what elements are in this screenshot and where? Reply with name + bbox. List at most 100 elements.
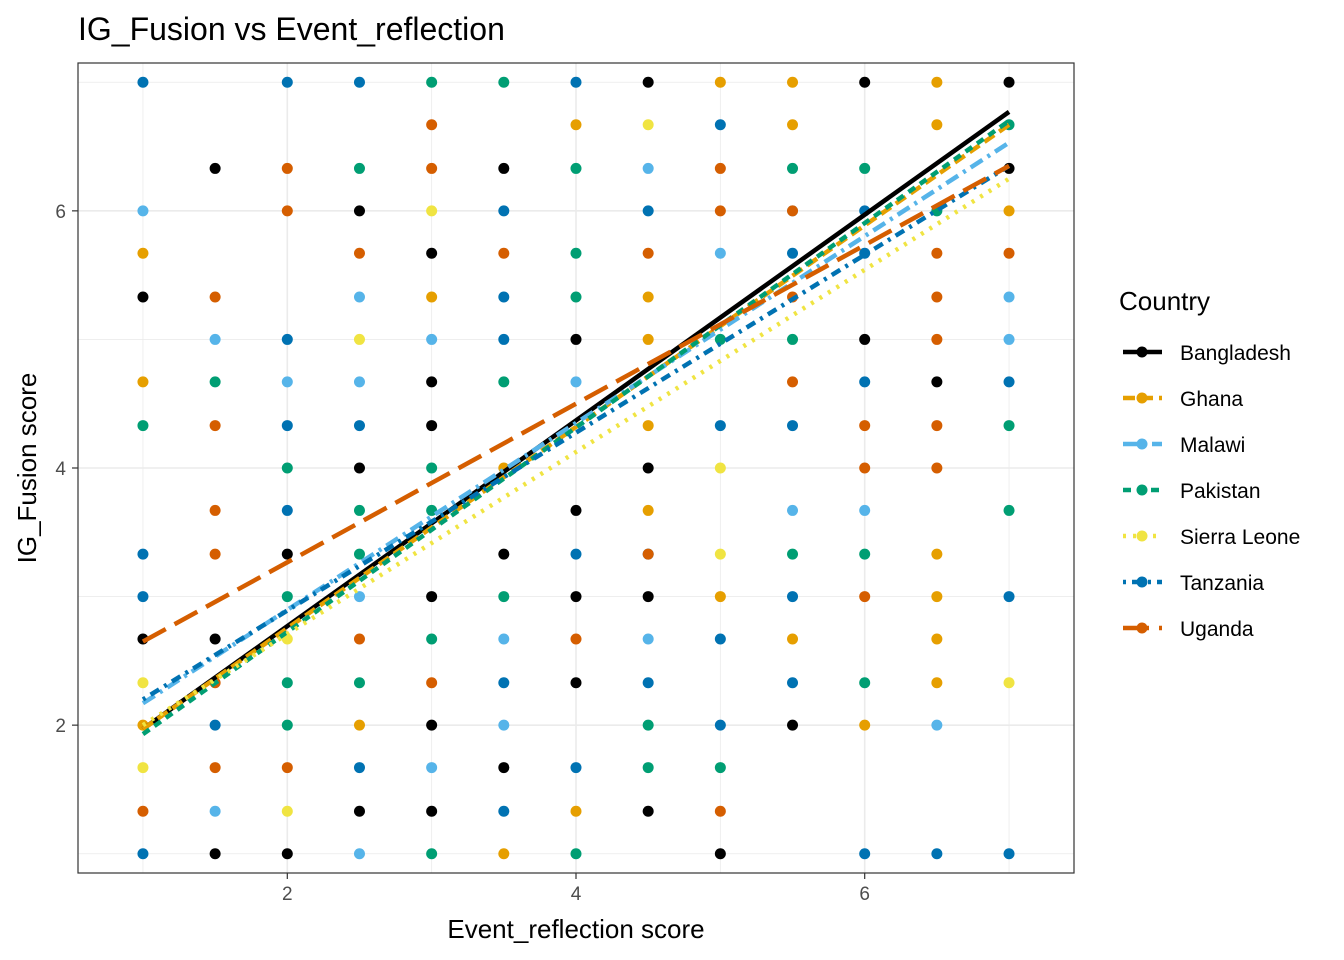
legend-label: Ghana xyxy=(1180,388,1243,411)
data-point xyxy=(787,76,799,88)
data-point xyxy=(931,677,943,689)
legend-label: Pakistan xyxy=(1180,480,1261,503)
legend-key-dot xyxy=(1136,530,1148,542)
data-point xyxy=(137,762,149,774)
data-point xyxy=(1003,420,1015,432)
data-point xyxy=(642,76,654,88)
data-point xyxy=(209,633,221,645)
data-point xyxy=(714,719,726,731)
data-point xyxy=(859,162,871,174)
data-point xyxy=(281,719,293,731)
data-point xyxy=(787,333,799,345)
fit-line xyxy=(141,140,1011,706)
legend-label: Malawi xyxy=(1180,434,1245,457)
data-point xyxy=(1003,291,1015,303)
data-point xyxy=(281,762,293,774)
data-point xyxy=(209,805,221,817)
data-point xyxy=(353,504,365,516)
data-point xyxy=(353,247,365,259)
data-point xyxy=(642,633,654,645)
data-point xyxy=(426,119,438,131)
chart-title: IG_Fusion vs Event_reflection xyxy=(78,11,505,47)
fit-line xyxy=(141,163,1011,644)
data-point xyxy=(931,548,943,560)
data-point xyxy=(281,677,293,689)
legend: Country Bangladesh Ghana Malawi Pakistan Sie… xyxy=(1119,286,1300,641)
data-point xyxy=(570,591,582,603)
data-point xyxy=(859,719,871,731)
data-point xyxy=(570,162,582,174)
fit-line xyxy=(141,122,1011,731)
data-point xyxy=(1003,247,1015,259)
grid xyxy=(78,63,1074,873)
data-point xyxy=(642,504,654,516)
data-point xyxy=(570,376,582,388)
data-point xyxy=(498,848,510,860)
data-point xyxy=(281,462,293,474)
data-point xyxy=(570,805,582,817)
fit-line xyxy=(141,110,1011,731)
data-point xyxy=(137,848,149,860)
data-point xyxy=(859,677,871,689)
data-point xyxy=(426,677,438,689)
data-point xyxy=(498,247,510,259)
data-point xyxy=(859,376,871,388)
data-point xyxy=(498,548,510,560)
data-point xyxy=(137,376,149,388)
data-point xyxy=(281,333,293,345)
x-tick-label: 2 xyxy=(282,884,293,905)
data-point xyxy=(137,591,149,603)
data-point xyxy=(714,420,726,432)
data-point xyxy=(353,291,365,303)
data-point xyxy=(714,848,726,860)
data-point xyxy=(281,376,293,388)
data-point xyxy=(642,548,654,560)
data-point xyxy=(353,462,365,474)
data-points xyxy=(137,76,1015,860)
data-point xyxy=(1003,591,1015,603)
data-point xyxy=(570,677,582,689)
data-point xyxy=(859,420,871,432)
data-point xyxy=(859,591,871,603)
data-point xyxy=(642,205,654,217)
data-point xyxy=(570,247,582,259)
data-point xyxy=(787,205,799,217)
data-point xyxy=(209,548,221,560)
legend-key-dot xyxy=(1136,392,1148,404)
data-point xyxy=(787,119,799,131)
data-point xyxy=(426,805,438,817)
data-point xyxy=(931,591,943,603)
y-tick-label: 6 xyxy=(55,202,66,223)
data-point xyxy=(642,333,654,345)
data-point xyxy=(714,591,726,603)
data-point xyxy=(353,548,365,560)
data-point xyxy=(426,719,438,731)
data-point xyxy=(642,247,654,259)
data-point xyxy=(137,548,149,560)
data-point xyxy=(209,762,221,774)
data-point xyxy=(714,162,726,174)
data-point xyxy=(498,719,510,731)
data-point xyxy=(642,119,654,131)
legend-label: Bangladesh xyxy=(1180,342,1291,365)
data-point xyxy=(642,420,654,432)
data-point xyxy=(570,333,582,345)
data-point xyxy=(787,591,799,603)
data-point xyxy=(931,719,943,731)
data-point xyxy=(281,76,293,88)
data-point xyxy=(787,548,799,560)
data-point xyxy=(931,376,943,388)
data-point xyxy=(498,291,510,303)
legend-key-dot xyxy=(1136,484,1148,496)
data-point xyxy=(426,420,438,432)
data-point xyxy=(1003,504,1015,516)
data-point xyxy=(353,162,365,174)
data-point xyxy=(353,719,365,731)
data-point xyxy=(787,719,799,731)
data-point xyxy=(137,420,149,432)
data-point xyxy=(931,119,943,131)
data-point xyxy=(859,548,871,560)
data-point xyxy=(137,291,149,303)
data-point xyxy=(931,76,943,88)
data-point xyxy=(498,762,510,774)
